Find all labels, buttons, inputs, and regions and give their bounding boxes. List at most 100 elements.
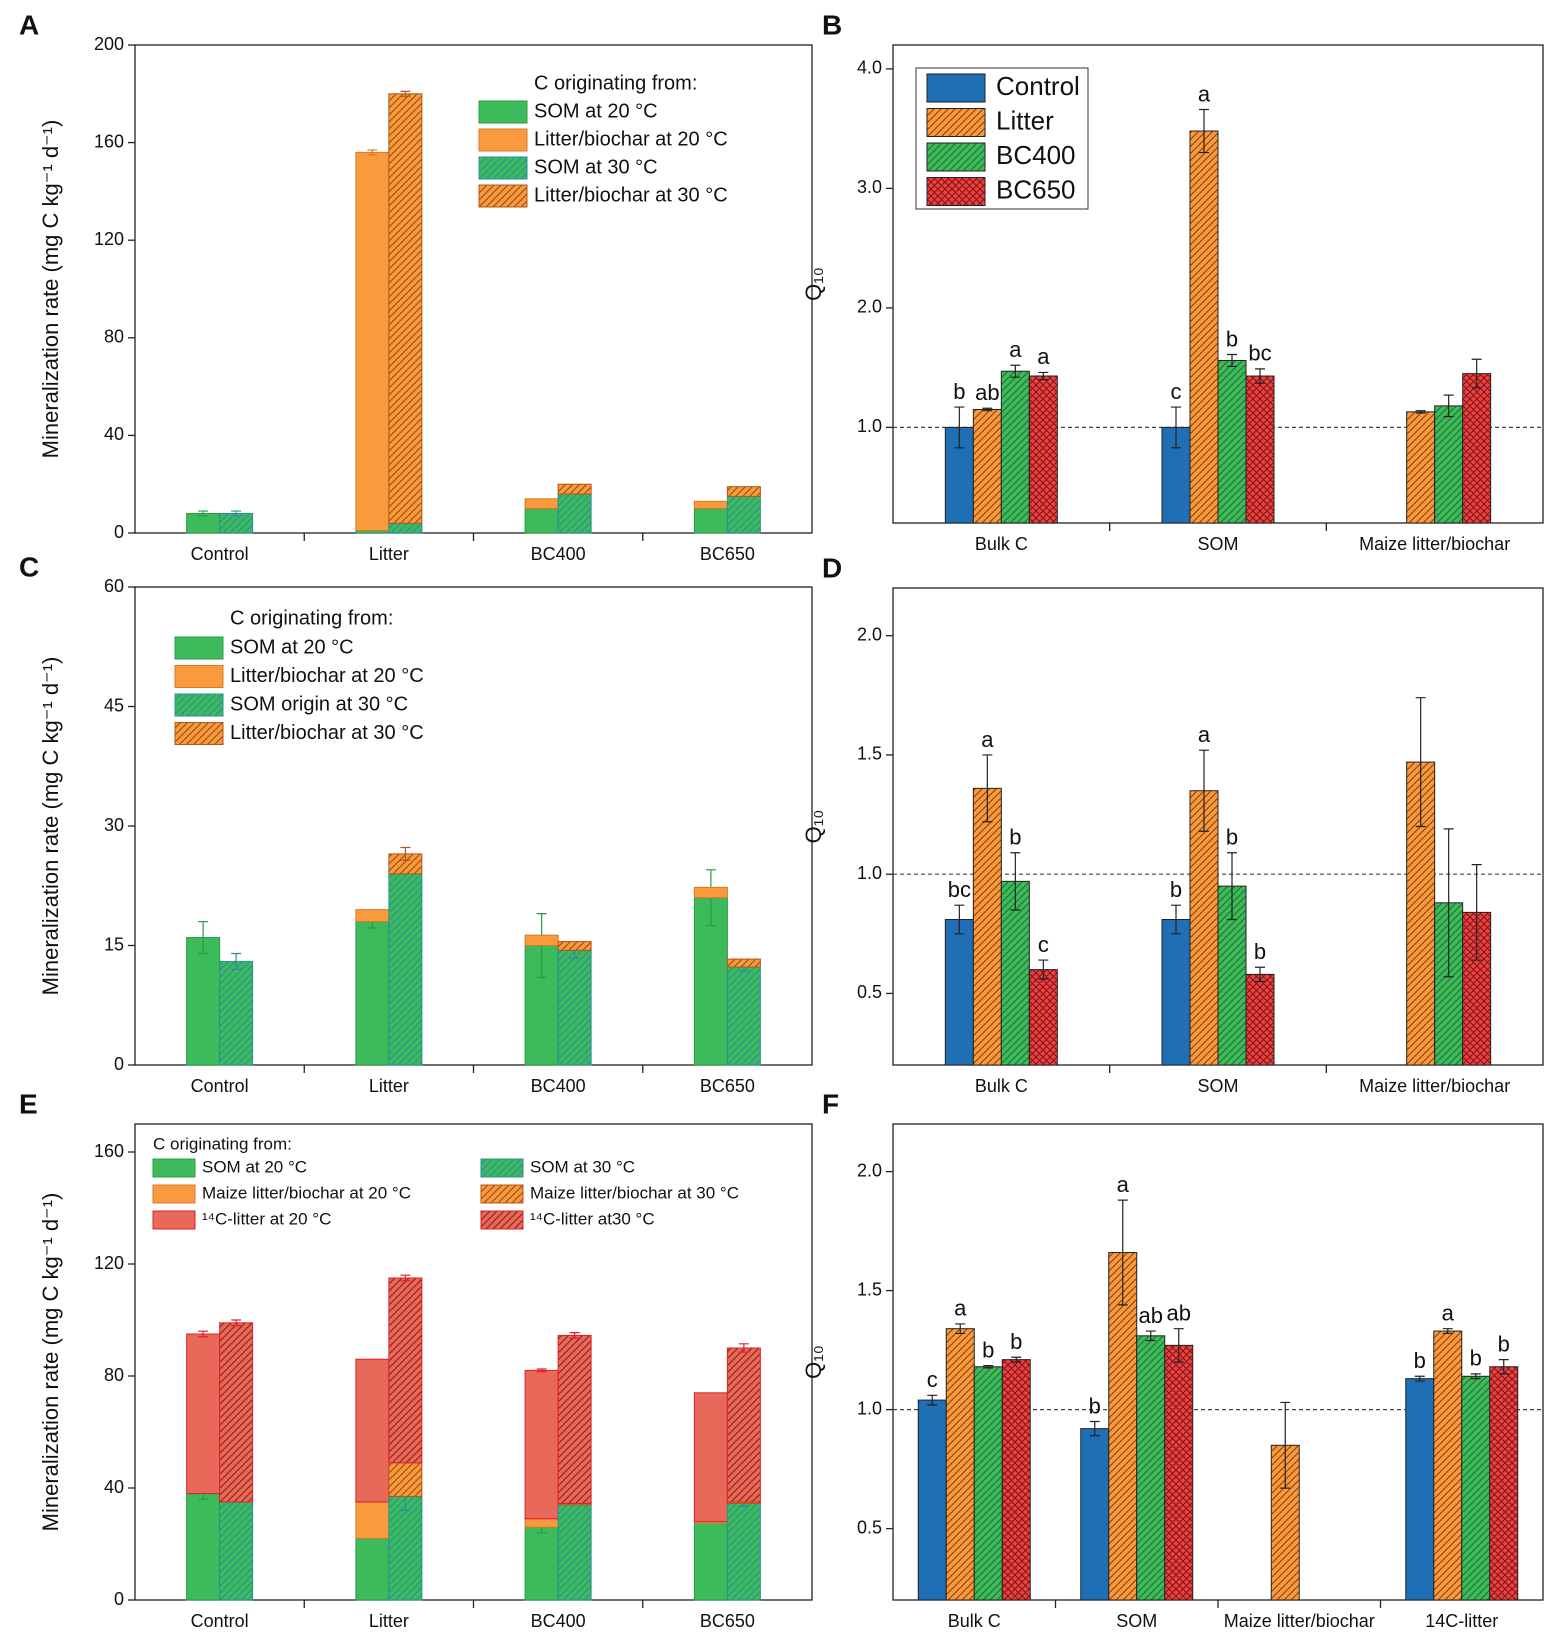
significance-letter: b xyxy=(1226,825,1238,850)
legend-title: C originating from: xyxy=(153,1134,292,1153)
bar xyxy=(1161,919,1191,1066)
y-axis-label: Q₁₀ xyxy=(801,1345,826,1379)
legend-label: Litter xyxy=(996,105,1054,135)
error-bar xyxy=(1117,1199,1128,1306)
bar xyxy=(1028,375,1058,524)
significance-letter: bc xyxy=(1248,341,1271,366)
significance-letter: bc xyxy=(948,877,971,902)
legend-swatch xyxy=(480,1210,524,1230)
legend-title: C originating from: xyxy=(230,607,393,629)
bar-segment xyxy=(388,1462,423,1497)
bar-segment xyxy=(524,1526,559,1601)
legend-swatch xyxy=(174,693,224,717)
error-bar xyxy=(1199,108,1209,154)
bar xyxy=(945,1328,975,1601)
significance-letter: b xyxy=(1089,1393,1101,1418)
legend-label: Maize litter/biochar at 20 °C xyxy=(202,1183,411,1202)
error-bar xyxy=(982,407,993,412)
x-tick-label: Litter xyxy=(369,1611,409,1631)
y-tick-label: 1.5 xyxy=(857,744,882,764)
bar xyxy=(1136,1335,1166,1601)
error-bar xyxy=(198,921,209,955)
significance-letter: ab xyxy=(975,380,999,405)
y-tick-label: 30 xyxy=(104,815,124,835)
bar xyxy=(1000,370,1030,524)
bar-segment xyxy=(524,498,559,510)
bar-segment xyxy=(557,493,592,534)
significance-letter: ab xyxy=(1139,1303,1163,1328)
bar xyxy=(1189,130,1219,524)
bar-segment xyxy=(219,1501,254,1601)
legend-label: Litter/biochar at 30 °C xyxy=(230,722,424,744)
x-tick-label: Maize litter/biochar xyxy=(1224,1611,1375,1631)
error-bar xyxy=(400,1274,411,1282)
legend-label: Control xyxy=(996,71,1080,101)
bar xyxy=(1001,1359,1031,1601)
significance-letter: b xyxy=(1170,877,1182,902)
y-tick-label: 2.0 xyxy=(857,624,882,644)
x-tick-label: Control xyxy=(191,544,249,564)
bar xyxy=(1245,375,1275,524)
legend-label: Litter/biochar at 20 °C xyxy=(534,128,728,150)
y-tick-label: 0 xyxy=(114,522,124,542)
y-tick-label: 120 xyxy=(94,1253,124,1273)
y-axis-label: Mineralization rate (mg C kg⁻¹ d⁻¹) xyxy=(38,120,63,459)
bar-segment xyxy=(726,958,761,968)
legend-label: Maize litter/biochar at 30 °C xyxy=(530,1183,739,1202)
y-tick-label: 40 xyxy=(104,424,124,444)
legend-label: SOM origin at 30 °C xyxy=(230,693,408,715)
error-bar xyxy=(1011,1356,1022,1363)
y-axis-label: Mineralization rate (mg C kg⁻¹ d⁻¹) xyxy=(38,1193,63,1532)
bar-segment xyxy=(388,522,423,534)
bar-segment xyxy=(726,1347,761,1503)
error-bar xyxy=(1227,852,1237,921)
legend-swatch xyxy=(174,636,224,660)
x-tick-label: Bulk C xyxy=(975,1076,1028,1096)
bar-segment xyxy=(524,934,559,946)
bar-segment xyxy=(726,966,761,1066)
x-tick-label: BC650 xyxy=(700,544,755,564)
significance-letter: a xyxy=(981,727,994,752)
error-bar xyxy=(1010,364,1021,378)
bar-segment xyxy=(355,151,390,532)
error-bar xyxy=(198,510,209,517)
significance-letter: a xyxy=(954,1296,967,1321)
y-tick-label: 60 xyxy=(104,576,124,596)
bar xyxy=(1406,411,1436,524)
x-tick-label: Litter xyxy=(369,1076,409,1096)
legend-swatch xyxy=(926,73,986,103)
significance-letter: b xyxy=(1226,326,1238,351)
error-bar xyxy=(1171,904,1181,935)
legend-label: Litter/biochar at 30 °C xyxy=(534,184,728,206)
y-tick-label: 15 xyxy=(104,934,124,954)
bar-segment xyxy=(557,949,592,1066)
error-bar xyxy=(1470,1373,1481,1380)
significance-letter: a xyxy=(1198,722,1211,747)
y-tick-label: 120 xyxy=(94,229,124,249)
y-tick-label: 1.0 xyxy=(857,863,882,883)
significance-letter: a xyxy=(1117,1172,1130,1197)
y-tick-label: 160 xyxy=(94,1141,124,1161)
significance-letter: a xyxy=(1037,344,1050,369)
bar xyxy=(1080,1428,1110,1601)
error-bar xyxy=(367,149,378,156)
x-tick-label: BC400 xyxy=(531,1611,586,1631)
bar xyxy=(972,408,1002,524)
y-tick-label: 40 xyxy=(104,1477,124,1497)
bar xyxy=(972,787,1002,1066)
legend-swatch xyxy=(926,142,986,172)
y-tick-label: 1.0 xyxy=(857,416,882,436)
significance-letter: b xyxy=(1254,939,1266,964)
legend-label: SOM at 20 °C xyxy=(534,100,658,122)
error-bar xyxy=(982,754,993,823)
bar-segment xyxy=(219,1322,254,1503)
bar xyxy=(1434,405,1464,524)
bar-segment xyxy=(355,921,390,1066)
bar-segment xyxy=(726,1502,761,1601)
legend-swatch xyxy=(480,1158,524,1178)
y-tick-label: 2.0 xyxy=(857,1160,882,1180)
error-bar xyxy=(1280,1401,1291,1489)
bar-segment xyxy=(693,886,728,899)
